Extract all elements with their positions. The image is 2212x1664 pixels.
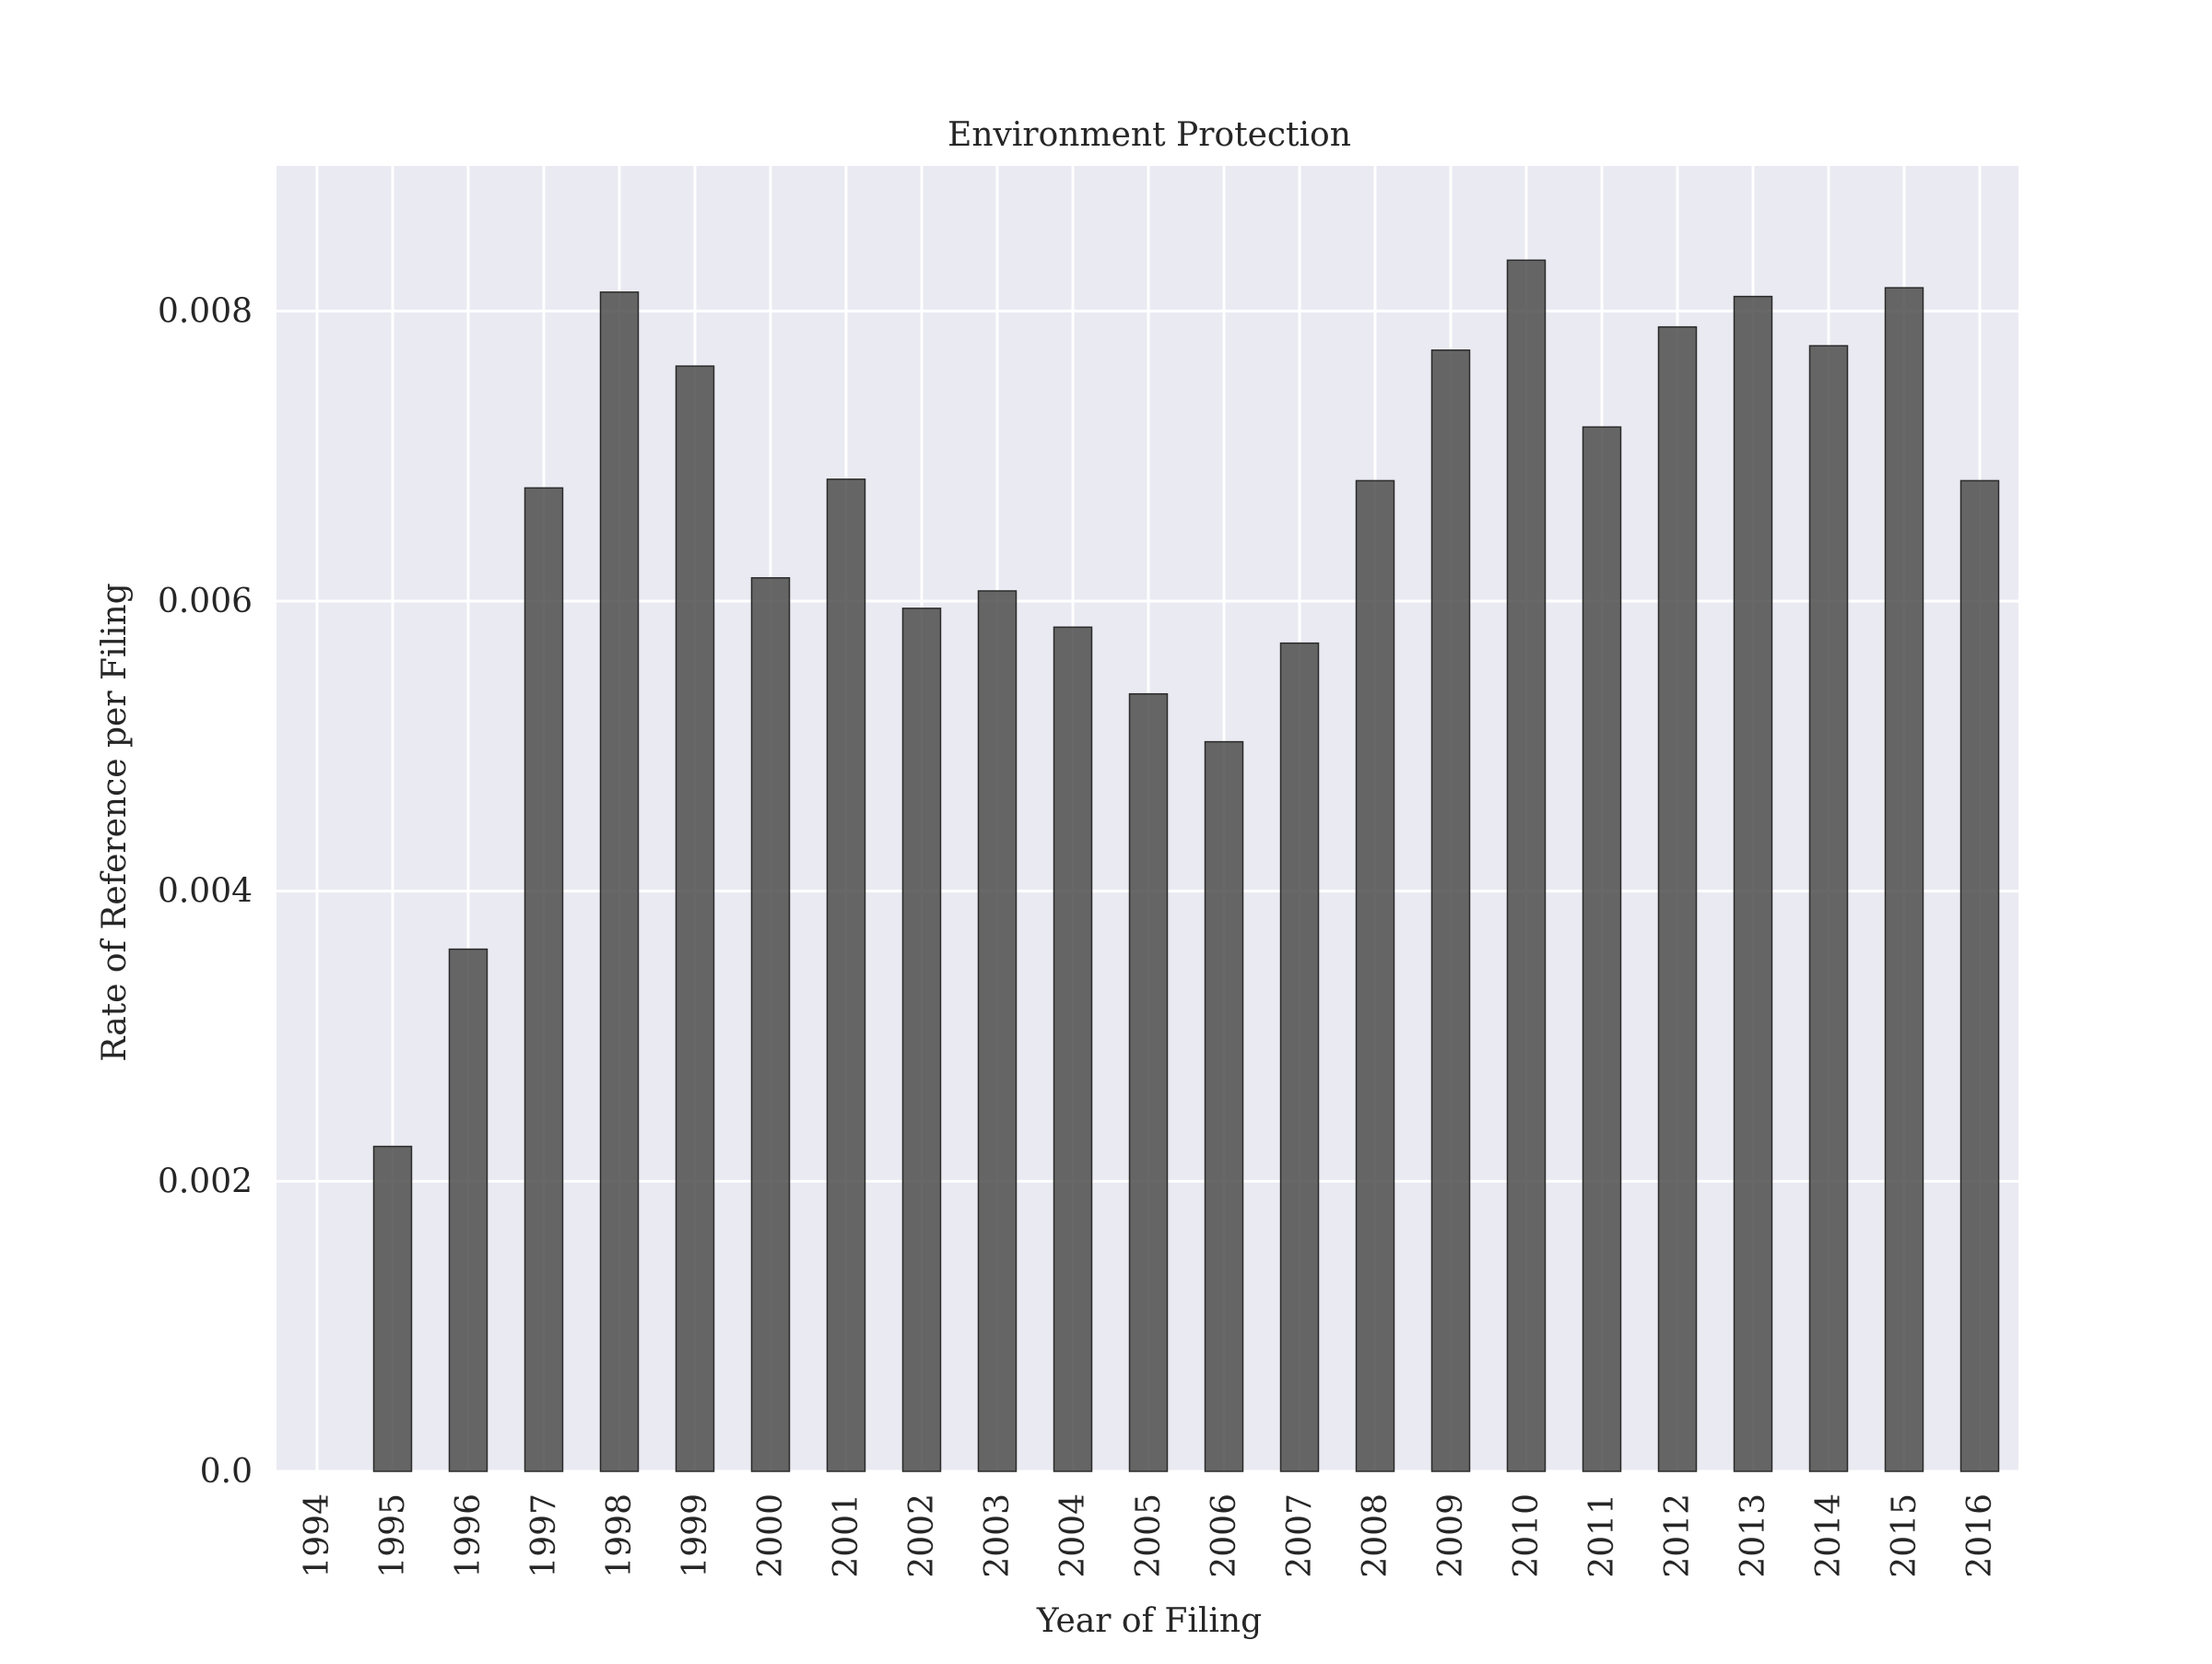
y-tick-label: 0.008 xyxy=(158,292,253,330)
y-axis-ticks: 0.0 0.002 0.004 0.006 0.008 xyxy=(158,292,253,1491)
bar-2005 xyxy=(1128,692,1169,1472)
x-axis-label: Year of Filing xyxy=(1036,1602,1262,1640)
bar-2001 xyxy=(826,478,866,1472)
bars xyxy=(372,259,2000,1472)
bar-2002 xyxy=(901,608,942,1472)
x-tick-label: 2006 xyxy=(1206,1493,1243,1578)
x-tick-label: 1998 xyxy=(601,1493,639,1578)
bar-2016 xyxy=(1959,479,2000,1472)
x-tick-label: 2009 xyxy=(1432,1493,1470,1578)
x-tick-label: 2011 xyxy=(1583,1493,1621,1578)
x-tick-label: 2001 xyxy=(828,1493,865,1578)
bar-1995 xyxy=(372,1145,413,1472)
bar-2010 xyxy=(1506,259,1547,1472)
bar-1997 xyxy=(524,487,564,1472)
x-tick-label: 1994 xyxy=(299,1493,336,1578)
x-tick-label: 2000 xyxy=(752,1493,790,1578)
bar-1999 xyxy=(675,365,715,1472)
x-tick-label: 2004 xyxy=(1054,1493,1092,1578)
bar-2004 xyxy=(1053,626,1093,1472)
x-tick-label: 2016 xyxy=(1961,1493,1999,1578)
bar-2012 xyxy=(1657,325,1698,1472)
x-tick-label: 2013 xyxy=(1735,1493,1772,1578)
bar-1998 xyxy=(599,291,640,1472)
bar-2014 xyxy=(1808,345,1849,1472)
x-tick-label: 2015 xyxy=(1886,1493,1924,1578)
bar-2009 xyxy=(1430,349,1471,1472)
x-tick-label: 2005 xyxy=(1130,1493,1168,1578)
x-tick-label: 1999 xyxy=(677,1493,714,1578)
x-tick-label: 2014 xyxy=(1810,1493,1848,1578)
y-tick-label: 0.006 xyxy=(158,583,253,620)
y-tick-label: 0.002 xyxy=(158,1162,253,1200)
x-tick-label: 2012 xyxy=(1659,1493,1697,1578)
bar-2011 xyxy=(1582,426,1622,1472)
x-tick-label: 2003 xyxy=(979,1493,1017,1578)
bar-2013 xyxy=(1733,295,1773,1472)
bar-2000 xyxy=(750,577,791,1472)
x-tick-label: 2010 xyxy=(1508,1493,1546,1578)
bar-2006 xyxy=(1204,740,1244,1472)
bar-2003 xyxy=(977,590,1018,1472)
x-tick-label: 2002 xyxy=(903,1493,941,1578)
bar-2007 xyxy=(1279,642,1320,1472)
x-tick-label: 2008 xyxy=(1357,1493,1394,1578)
x-tick-label: 2007 xyxy=(1281,1493,1319,1578)
x-tick-label: 1996 xyxy=(450,1493,488,1578)
chart-title: Environment Protection xyxy=(947,116,1351,154)
x-axis-ticks: 1994 1995 1996 1997 1998 1999 2000 2001 2002 2003… xyxy=(299,1493,1999,1578)
x-tick-label: 1995 xyxy=(374,1493,412,1578)
y-tick-label: 0.0 xyxy=(200,1453,253,1491)
x-tick-label: 1997 xyxy=(525,1493,563,1578)
bar-1996 xyxy=(448,948,488,1472)
y-tick-label: 0.004 xyxy=(158,873,253,911)
bar-2008 xyxy=(1355,479,1395,1472)
y-axis-label: Rate of Reference per Filing xyxy=(96,583,134,1061)
bar-2015 xyxy=(1884,287,1924,1472)
